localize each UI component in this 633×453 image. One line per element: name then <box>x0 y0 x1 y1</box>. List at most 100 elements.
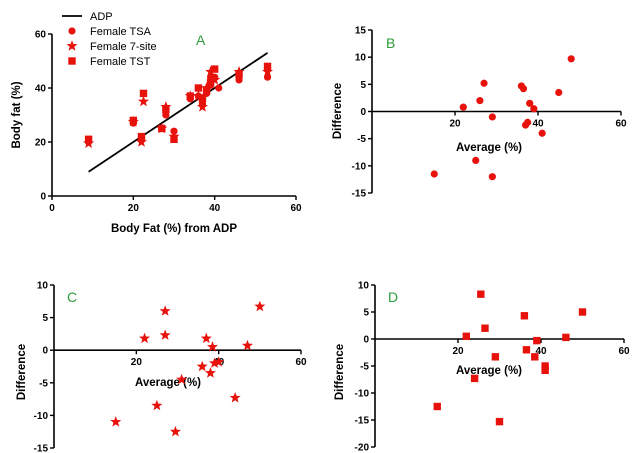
legend-label: Female TST <box>90 56 151 68</box>
data-point <box>476 97 484 105</box>
data-point <box>158 124 166 133</box>
data-point <box>520 312 529 320</box>
data-point <box>533 336 541 345</box>
data-point <box>472 156 480 164</box>
legend-label: ADP <box>90 11 113 23</box>
y-tick-label: 10 <box>355 53 367 64</box>
data-point <box>241 339 253 351</box>
data-point <box>194 84 203 92</box>
data-point <box>176 373 188 385</box>
data-point <box>206 78 215 87</box>
data-point <box>110 416 122 427</box>
data-point <box>254 300 266 312</box>
x-tick-label: 60 <box>290 203 302 214</box>
y-tick-label: 10 <box>37 281 49 292</box>
data-point <box>204 367 216 378</box>
y-tick-label: 5 <box>360 80 366 91</box>
legend-swatch-circle <box>68 27 76 35</box>
data-point <box>137 95 150 107</box>
y-tick-label: -10 <box>355 389 370 400</box>
data-point <box>462 332 470 340</box>
chart-panel-a: 0 20 40 60 0 20 40 60 Body Fat (%) from ADP Body … <box>11 11 302 235</box>
y-tick-label: 0 <box>42 346 48 357</box>
x-tick-label: 20 <box>452 346 464 357</box>
x-tick-label: 40 <box>535 346 547 357</box>
data-point <box>205 66 217 77</box>
data-point <box>531 353 539 361</box>
y-tick-label: -10 <box>34 411 49 422</box>
data-point <box>263 62 272 71</box>
x-axis-label: Average (%) <box>456 365 522 377</box>
y-tick-label: -10 <box>352 161 367 172</box>
data-point <box>495 417 504 426</box>
x-tick-label: 60 <box>295 357 307 368</box>
panel-letter: C <box>67 289 77 305</box>
data-point <box>477 290 485 298</box>
data-point <box>538 129 546 137</box>
x-tick-label: 60 <box>615 119 627 130</box>
data-point <box>526 99 534 107</box>
panel-letter: A <box>196 32 206 48</box>
y-tick-label: -5 <box>360 362 369 373</box>
data-point <box>206 341 219 352</box>
y-tick-label: 10 <box>358 281 370 292</box>
y-tick-label: 20 <box>35 138 47 149</box>
legend: ADP Female TSA Female 7-site Female TST <box>62 11 157 68</box>
y-axis-label: Body fat (%) <box>11 81 23 148</box>
data-point <box>196 360 208 372</box>
data-point <box>491 353 500 361</box>
data-point <box>200 332 212 344</box>
data-point <box>541 366 549 375</box>
legend-label: Female TSA <box>90 26 152 38</box>
legend-swatch-square <box>68 57 76 65</box>
data-point <box>567 55 575 63</box>
data-point <box>480 79 488 87</box>
y-tick-label: -5 <box>39 378 48 389</box>
y-tick-label: 40 <box>35 84 47 95</box>
legend-label: Female 7-site <box>90 41 157 53</box>
data-point <box>524 118 532 126</box>
x-tick-label: 40 <box>209 203 221 214</box>
legend-swatch-star <box>66 40 78 51</box>
data-point <box>555 88 563 97</box>
y-tick-label: 60 <box>35 30 47 41</box>
data-point <box>169 425 181 437</box>
data-point <box>135 136 147 147</box>
y-tick-label: 5 <box>42 313 48 324</box>
x-tick-label: 0 <box>49 203 55 214</box>
x-axis-label: Body Fat (%) from ADP <box>111 223 237 235</box>
data-point <box>215 84 223 92</box>
data-point <box>151 399 163 411</box>
y-tick-label: -15 <box>355 416 370 427</box>
data-point <box>139 332 151 344</box>
y-tick-label: 5 <box>363 308 369 319</box>
data-point <box>433 402 441 411</box>
data-point <box>209 357 221 368</box>
data-point <box>562 333 570 342</box>
y-tick-label: -20 <box>355 443 370 453</box>
data-point <box>213 356 225 367</box>
data-point <box>162 105 170 114</box>
data-point <box>470 374 479 383</box>
data-point <box>229 392 241 403</box>
x-tick-label: 60 <box>618 346 630 357</box>
data-point <box>209 74 221 85</box>
data-point <box>192 90 204 101</box>
data-point <box>488 113 496 121</box>
x-axis-label: Average (%) <box>135 377 201 389</box>
x-axis-label: Average (%) <box>456 142 522 154</box>
data-point <box>137 132 146 141</box>
chart-panel-b: 15 10 5 0 -5 -10 -15 20 40 60 Average (%) Differenc… <box>332 26 627 200</box>
y-tick-label: 0 <box>40 192 46 203</box>
data-point <box>235 70 243 79</box>
data-point <box>84 135 93 143</box>
y-tick-label: -15 <box>352 189 367 200</box>
data-point <box>519 85 528 93</box>
x-tick-label: 40 <box>532 119 544 130</box>
data-point <box>541 362 549 370</box>
panel-letter: B <box>386 35 395 51</box>
data-point <box>530 105 538 113</box>
data-point <box>196 101 208 112</box>
